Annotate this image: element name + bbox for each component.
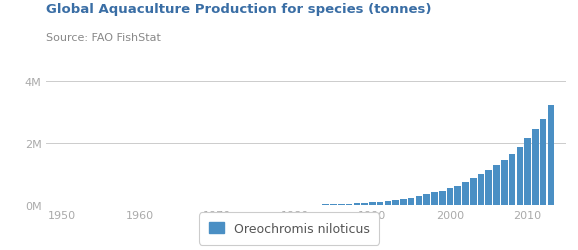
Bar xyxy=(392,200,399,205)
Bar xyxy=(540,120,546,205)
Bar xyxy=(493,166,500,205)
Bar xyxy=(416,196,422,205)
Bar xyxy=(486,170,492,205)
Bar xyxy=(369,202,376,205)
Bar xyxy=(408,198,414,205)
Bar xyxy=(470,179,477,205)
Bar xyxy=(447,188,453,205)
Bar xyxy=(377,202,383,205)
Bar xyxy=(524,138,531,205)
Bar xyxy=(330,204,337,205)
Bar xyxy=(354,204,360,205)
Bar xyxy=(462,182,469,205)
Bar xyxy=(547,106,554,205)
Bar xyxy=(454,186,461,205)
Bar xyxy=(501,160,507,205)
Bar xyxy=(439,191,446,205)
Bar xyxy=(517,147,523,205)
Bar xyxy=(532,129,539,205)
Bar xyxy=(384,201,391,205)
Bar xyxy=(338,204,344,205)
Text: Global Aquaculture Production for species (tonnes): Global Aquaculture Production for specie… xyxy=(46,2,432,16)
Text: Source: FAO FishStat: Source: FAO FishStat xyxy=(46,32,161,42)
Bar xyxy=(478,174,484,205)
Legend: Oreochromis niloticus: Oreochromis niloticus xyxy=(202,216,376,241)
Bar xyxy=(361,203,368,205)
Bar xyxy=(346,204,353,205)
Bar xyxy=(424,194,430,205)
Bar xyxy=(431,192,438,205)
Bar xyxy=(400,199,407,205)
Bar xyxy=(509,154,516,205)
